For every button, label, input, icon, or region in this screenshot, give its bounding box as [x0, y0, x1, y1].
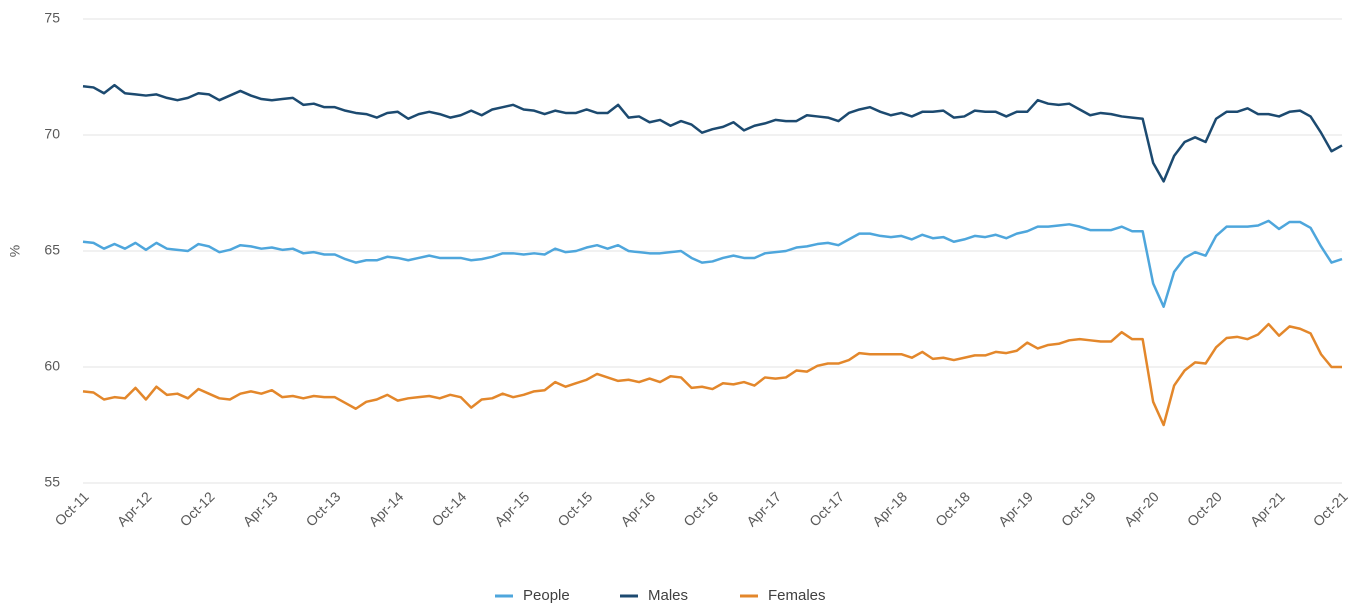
legend-label: Females	[768, 587, 826, 604]
x-tick-label: Oct-13	[303, 488, 344, 529]
x-tick-label: Oct-14	[428, 488, 469, 529]
x-tick-label: Oct-20	[1184, 488, 1225, 529]
x-tick-label: Oct-19	[1058, 488, 1099, 529]
series-line	[82, 83, 1343, 183]
y-tick-label: 70	[44, 126, 60, 142]
y-tick-label: 60	[44, 358, 60, 374]
series-line	[82, 322, 1342, 427]
x-tick-label: Oct-17	[806, 488, 847, 529]
x-tick-label: Apr-18	[869, 488, 910, 529]
x-tick-label: Oct-18	[932, 488, 973, 529]
x-tick-label: Oct-15	[554, 488, 595, 529]
y-tick-label: 65	[44, 242, 60, 258]
x-tick-label: Apr-16	[617, 488, 658, 529]
x-tick-label: Apr-17	[743, 488, 784, 529]
legend-label: Males	[648, 587, 688, 604]
x-tick-label: Apr-19	[995, 488, 1036, 529]
x-tick-label: Oct-16	[680, 488, 721, 529]
x-tick-label: Apr-14	[365, 488, 406, 529]
y-tick-label: 55	[44, 474, 60, 490]
legend-label: People	[523, 587, 570, 604]
y-tick-label: 75	[44, 10, 60, 26]
y-axis-label: %	[7, 245, 23, 257]
x-tick-label: Oct-12	[177, 488, 218, 529]
x-tick-label: Apr-13	[240, 488, 281, 529]
x-tick-label: Oct-11	[51, 488, 91, 528]
x-tick-label: Apr-20	[1121, 488, 1162, 529]
x-tick-label: Oct-21	[1310, 488, 1351, 529]
x-tick-label: Apr-12	[114, 488, 155, 529]
x-tick-label: Apr-21	[1247, 488, 1288, 529]
series-line	[82, 219, 1343, 308]
x-tick-label: Apr-15	[491, 488, 532, 529]
